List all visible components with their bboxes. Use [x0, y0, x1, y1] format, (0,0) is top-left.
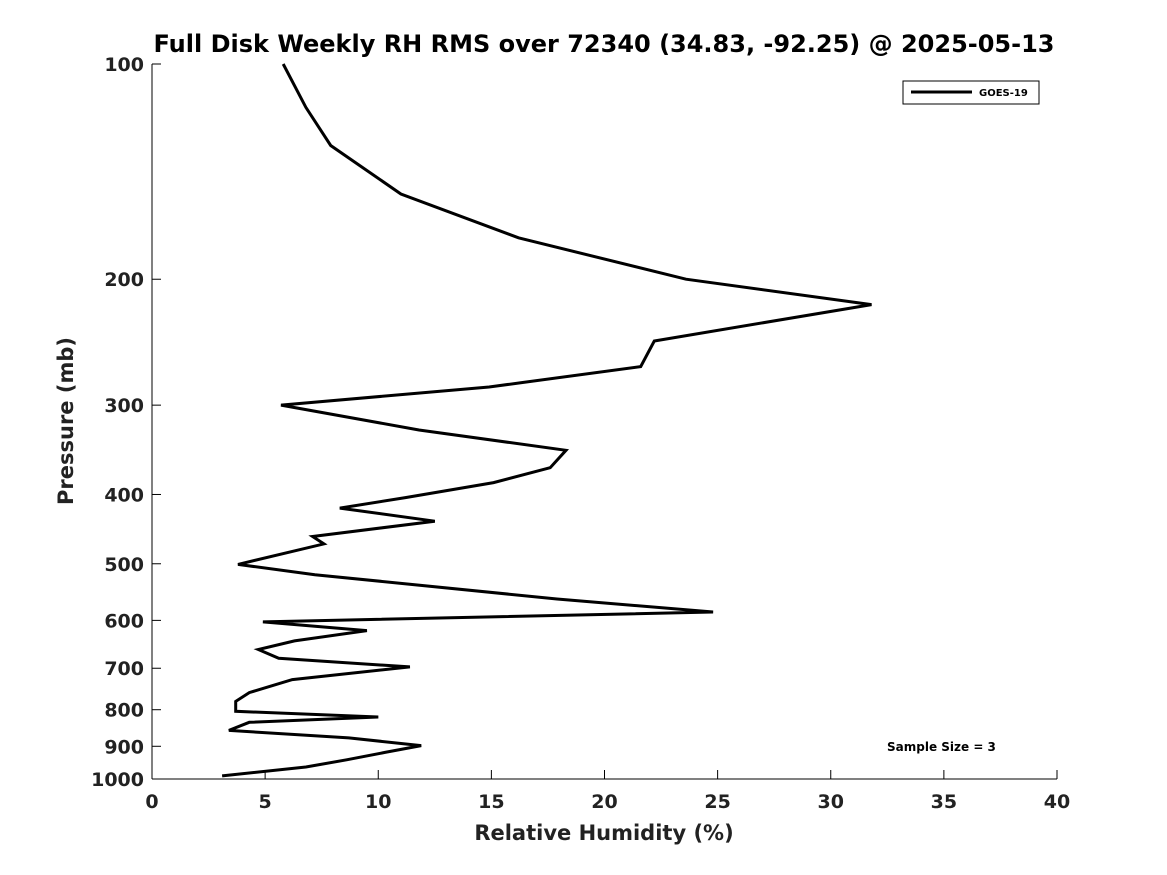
x-axis-label: Relative Humidity (%) [474, 821, 733, 845]
y-tick-label: 100 [104, 54, 144, 76]
y-axis-label: Pressure (mb) [54, 337, 78, 505]
series-line-goes-19 [221, 63, 872, 778]
y-tick-label: 500 [104, 554, 144, 576]
x-tick-label: 20 [591, 791, 617, 813]
y-tick-label: 300 [104, 395, 144, 417]
y-tick-label: 700 [104, 658, 144, 680]
y-tick-label: 600 [104, 610, 144, 632]
y-tick-label: 800 [104, 700, 144, 722]
y-tick-label: 1000 [91, 769, 144, 791]
y-tick-label: 900 [104, 736, 144, 758]
x-tick-label: 0 [145, 791, 158, 813]
x-tick-label: 10 [365, 791, 391, 813]
sample-size-annotation: Sample Size = 3 [887, 740, 996, 754]
x-tick-label: 15 [478, 791, 504, 813]
x-tick-label: 35 [931, 791, 957, 813]
legend: GOES-19 [902, 80, 1040, 105]
x-tick-label: 40 [1044, 791, 1070, 813]
plot-axes [151, 64, 1057, 780]
x-axis-ticks: 0 5 10 15 20 25 30 35 40 [145, 770, 1070, 813]
y-tick-label: 200 [104, 269, 144, 291]
y-axis-ticks: 100 200 300 400 500 600 700 800 900 1000 [91, 54, 161, 791]
y-tick-label: 400 [104, 484, 144, 506]
x-tick-label: 25 [704, 791, 730, 813]
chart-title: Full Disk Weekly RH RMS over 72340 (34.8… [153, 30, 1054, 58]
legend-entry-goes-19: GOES-19 [979, 88, 1028, 99]
x-tick-label: 5 [259, 791, 272, 813]
x-tick-label: 30 [818, 791, 844, 813]
